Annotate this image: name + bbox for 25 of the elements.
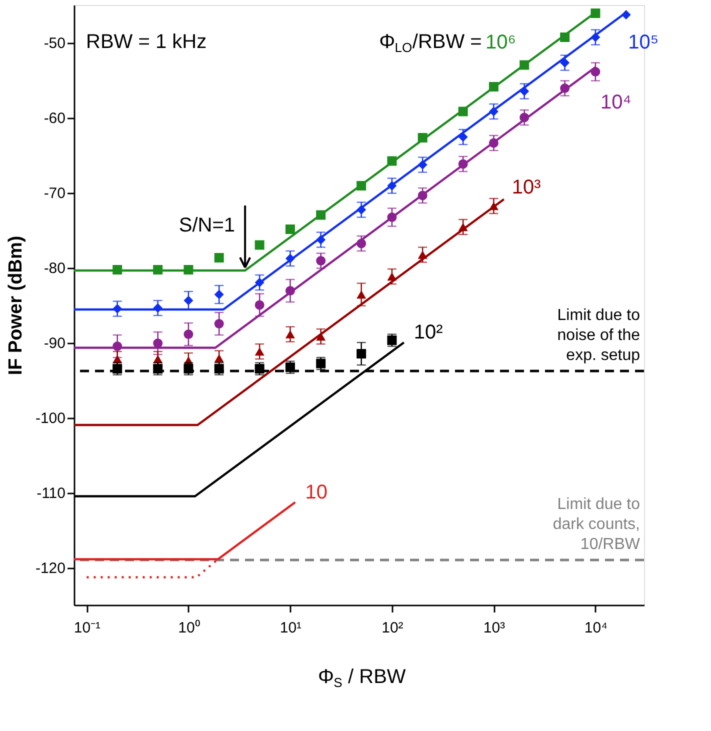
annotation: S/N=1 [178, 214, 236, 236]
x-tick-label: 10³ [483, 620, 506, 636]
y-tick-label: -90 [44, 335, 66, 352]
y-tick-label: -70 [44, 185, 66, 202]
y-tick-label: -120 [35, 560, 66, 577]
x-tick-label: 10⁻¹ [74, 620, 101, 636]
y-tick-label: -110 [36, 485, 66, 502]
series-label: 10² [414, 322, 444, 344]
x-tick-label: 10² [382, 620, 404, 636]
series-label: 10⁴ [600, 91, 632, 114]
y-tick-label: -80 [44, 260, 66, 277]
series-label: 10⁵ [628, 32, 659, 54]
ref-line-label: Limit due to noise of the exp. setup [557, 307, 640, 364]
annotation: RBW = 1 kHz [86, 31, 207, 53]
x-tick-label: 10⁰ [178, 620, 200, 636]
series-label: 10 [305, 481, 328, 504]
y-tick-label: -100 [35, 410, 66, 427]
y-axis-title: IF Power (dBm) [5, 236, 26, 376]
x-tick-label: 10⁴ [584, 620, 608, 636]
x-tick-label: 10¹ [280, 620, 302, 636]
y-tick-label: -60 [44, 110, 66, 127]
ref-line-label: Limit due to dark counts, 10/RBW [552, 496, 641, 553]
series-label: 10⁶ [485, 32, 516, 54]
series-label: 10³ [512, 176, 542, 198]
y-tick-label: -50 [44, 35, 66, 52]
